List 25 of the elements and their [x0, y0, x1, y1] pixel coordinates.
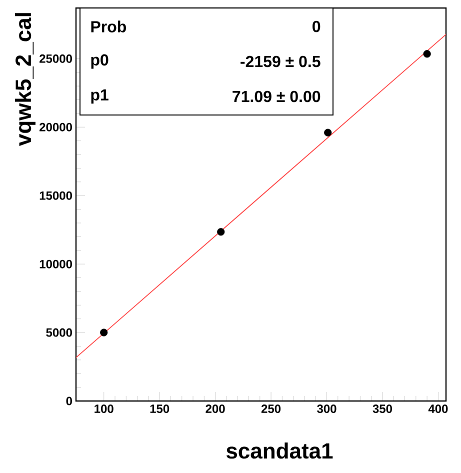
y-tick-label: 5000 [46, 328, 72, 337]
y-tick-label: 25000 [40, 54, 72, 63]
x-tick-label: 400 [428, 404, 448, 414]
x-tick-label: 150 [150, 404, 170, 414]
x-tick-label: 100 [94, 404, 114, 414]
point [217, 228, 225, 236]
annotation: p1 [91, 89, 108, 104]
x-tick-label: 350 [372, 404, 392, 414]
point [100, 328, 108, 336]
annotation: 0 [312, 20, 320, 32]
annotation: 71.09 ± 0.00 [232, 90, 320, 102]
annotation: -2159 ± 0.5 [240, 56, 320, 68]
point [423, 50, 431, 58]
y-tick-label: 10000 [40, 260, 72, 268]
x-tick-label: 200 [206, 404, 225, 414]
x-tick-label: 250 [261, 404, 281, 414]
annotation: Prob [91, 20, 126, 32]
point [324, 128, 332, 136]
x-tick-label: 300 [317, 404, 336, 414]
y-tick-label: 15000 [40, 191, 72, 200]
y-tick-label: 20000 [40, 122, 72, 132]
x-axis-title: scandata1 [226, 442, 333, 459]
y-tick-label: 0 [66, 396, 72, 406]
annotation: p0 [91, 54, 108, 69]
y-axis-title: vqwk5_2_cal [14, 13, 36, 146]
